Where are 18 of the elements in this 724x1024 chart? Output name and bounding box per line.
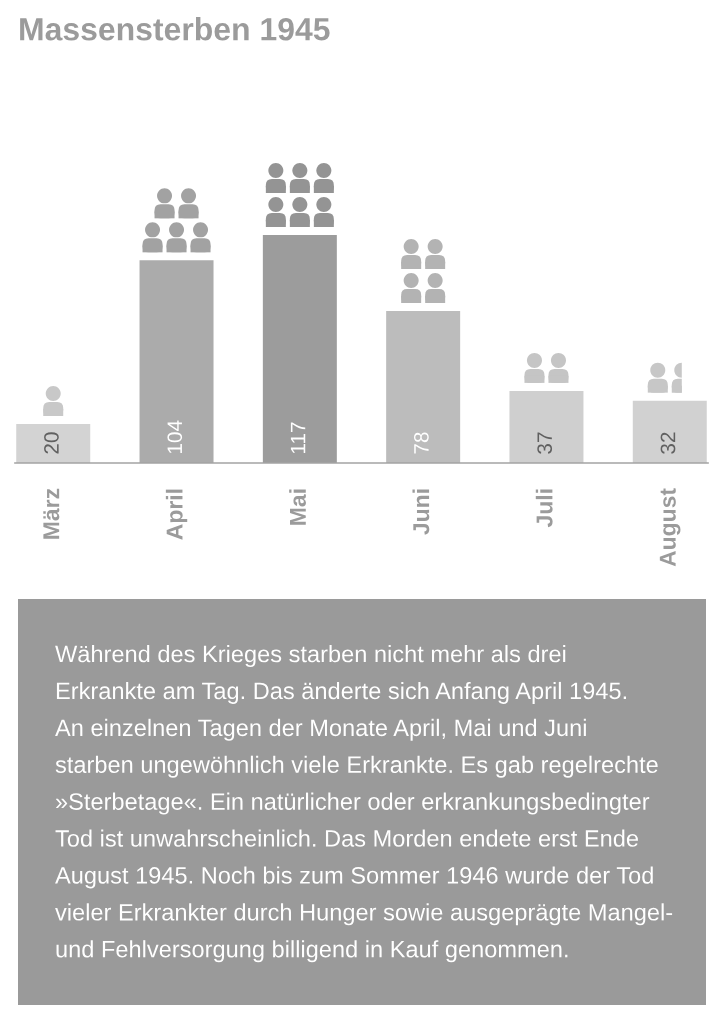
text: Während des Krieges starben nicht mehr als drei Erkrankte am Tag. Das änderte sich Anfang April 1945. An einzelnen Tagen der Monate April, Mai und Juni starben ungewöhnlich viele Erkrankte. Es gab regelrechte »Sterbetage«. Ein natürlicher oder erkrankungsbedingter Tod ist unwahrscheinlich. Das Morden endete erst Ende August 1945. Noch bis zum Sommer 1946 wurde der Tod vieler Erkrankter durch Hunger sowie ausgeprägte Mangel- und Fehlversorgung billigend in Kauf genommen. (55, 645, 673, 963)
data-label: 37 (537, 432, 553, 454)
data-label: 104 (167, 420, 183, 454)
bar (509, 390, 584, 463)
data-label: 78 (413, 432, 429, 454)
x-tick-label: Juli (535, 489, 553, 528)
data-label: 32 (660, 432, 676, 454)
bar (632, 400, 707, 463)
chart-title: Massensterben 1945 (20, 17, 330, 41)
data-label: 20 (44, 432, 59, 454)
x-tick-label: März (43, 488, 60, 539)
data-label: 117 (290, 422, 306, 454)
x-tick-label: August (659, 488, 681, 567)
bar (386, 311, 461, 463)
x-tick-label: April (165, 489, 188, 540)
bar (16, 424, 91, 463)
x-tick-label: Juni (412, 489, 430, 535)
x-tick-label: Mai (289, 489, 306, 525)
